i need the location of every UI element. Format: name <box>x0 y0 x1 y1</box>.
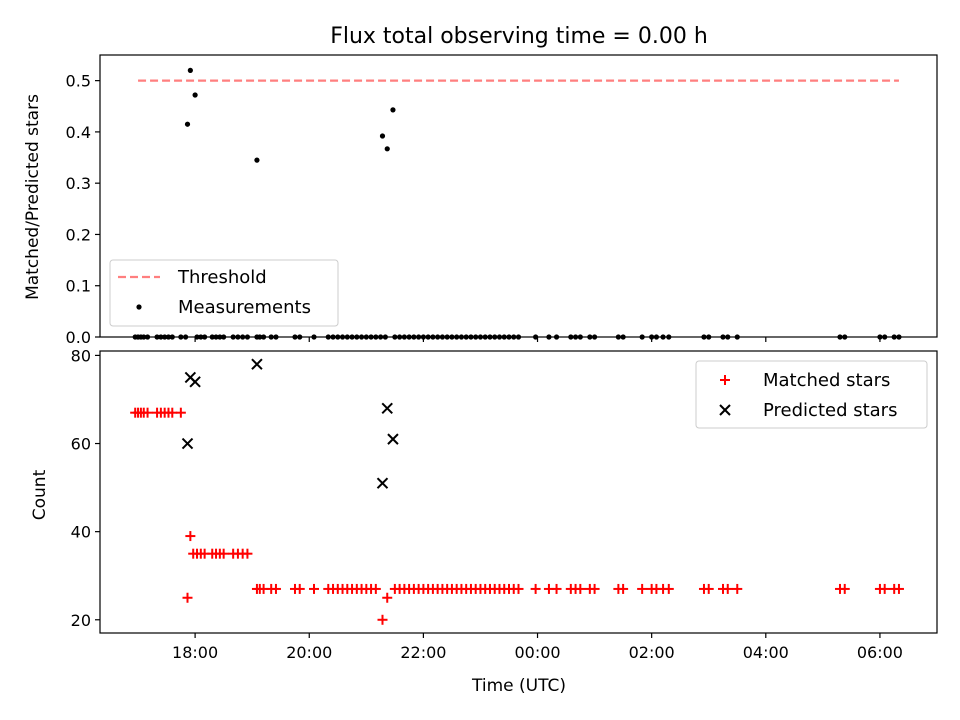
legend-matched-swatch <box>720 375 730 385</box>
top-ytick-label: 0.1 <box>66 277 91 296</box>
legend-measurements-label: Measurements <box>178 297 311 318</box>
measurement-point <box>384 146 390 152</box>
bottom-ytick-label: 40 <box>71 523 91 542</box>
matched-star-point <box>637 583 648 594</box>
matched-star-point <box>242 548 253 559</box>
matched-star-point <box>893 583 904 594</box>
matched-star-point <box>167 407 178 418</box>
matched-star-point <box>551 583 562 594</box>
predicted-star-point <box>251 358 263 370</box>
bottom-ytick-label: 60 <box>71 435 91 454</box>
predicted-star-point <box>381 402 393 414</box>
measurement-point <box>379 133 386 139</box>
predicted-star-point <box>387 433 399 445</box>
matched-star-point <box>182 592 193 603</box>
matched-star-point <box>175 407 186 418</box>
bottom-xtick-label: 22:00 <box>400 643 446 662</box>
predicted-star-point <box>181 437 194 450</box>
matched-star-point <box>663 583 674 594</box>
predicted-star-point <box>376 477 389 489</box>
measurement-point <box>390 107 396 113</box>
x-axis-label: Time (UTC) <box>471 676 566 696</box>
matched-star-point <box>142 407 153 418</box>
matched-star-point <box>513 583 524 594</box>
matched-star-point <box>377 614 388 625</box>
bottom-xtick-label: 00:00 <box>514 643 560 662</box>
measurement-point <box>187 67 193 73</box>
top-ytick-label: 0.2 <box>66 225 91 244</box>
matched-star-point <box>879 583 890 594</box>
measurement-point <box>184 121 191 127</box>
matched-star-point <box>530 583 541 594</box>
matched-star-point <box>732 583 743 594</box>
bottom-axes: 20 40 60 80 18:00 20:00 22:00 00:00 02:00 04:00 06… <box>71 346 938 662</box>
axes-frame <box>99 350 938 634</box>
y-axis-label-bottom: Count <box>30 469 50 520</box>
legend-measurements-swatch <box>136 304 142 310</box>
matched-star-point <box>703 583 714 594</box>
bottom-xtick-label: 02:00 <box>629 643 675 662</box>
matched-star-point <box>294 583 305 594</box>
bottom-xtick-label: 06:00 <box>857 643 903 662</box>
legend-threshold-label: Threshold <box>177 267 267 288</box>
axes-frame <box>99 54 938 338</box>
top-ytick-label: 0.4 <box>66 123 91 142</box>
top-ytick-label: 0.5 <box>66 72 91 91</box>
top-ytick-label: 0.3 <box>66 174 91 193</box>
legend-top: Threshold Measurements <box>109 259 339 327</box>
legend-predicted-swatch <box>719 404 731 416</box>
legend-matched-label: Matched stars <box>763 370 890 391</box>
legend-bottom: Matched stars Predicted stars <box>695 360 928 429</box>
bottom-xtick-label: 18:00 <box>172 643 218 662</box>
y-axis-label-top: Matched/Predicted stars <box>23 94 43 300</box>
chart-title: Flux total observing time = 0.00 h <box>330 24 708 49</box>
bottom-xtick-label: 20:00 <box>286 643 332 662</box>
measurement-point <box>192 92 198 98</box>
matched-star-point <box>618 583 629 594</box>
matched-star-point <box>185 531 196 542</box>
bottom-ytick-label: 80 <box>71 346 91 365</box>
top-axes: 0.0 0.1 0.2 0.3 0.4 0.5 Threshold Measurements <box>66 54 938 347</box>
matched-star-point <box>270 583 281 594</box>
measurement-point <box>254 157 260 163</box>
matched-star-point <box>309 583 320 594</box>
bottom-ytick-label: 20 <box>71 611 91 630</box>
bottom-xtick-label: 04:00 <box>743 643 789 662</box>
matched-star-point <box>722 583 733 594</box>
matched-star-point <box>589 583 600 594</box>
matched-star-point <box>218 548 229 559</box>
predicted-star-point <box>189 376 201 388</box>
legend-predicted-label: Predicted stars <box>763 400 897 421</box>
matched-star-point <box>370 583 381 594</box>
matched-star-point <box>575 583 586 594</box>
matched-star-point <box>382 592 393 603</box>
top-ytick-label: 0.0 <box>66 328 91 347</box>
matched-star-point <box>839 583 850 594</box>
